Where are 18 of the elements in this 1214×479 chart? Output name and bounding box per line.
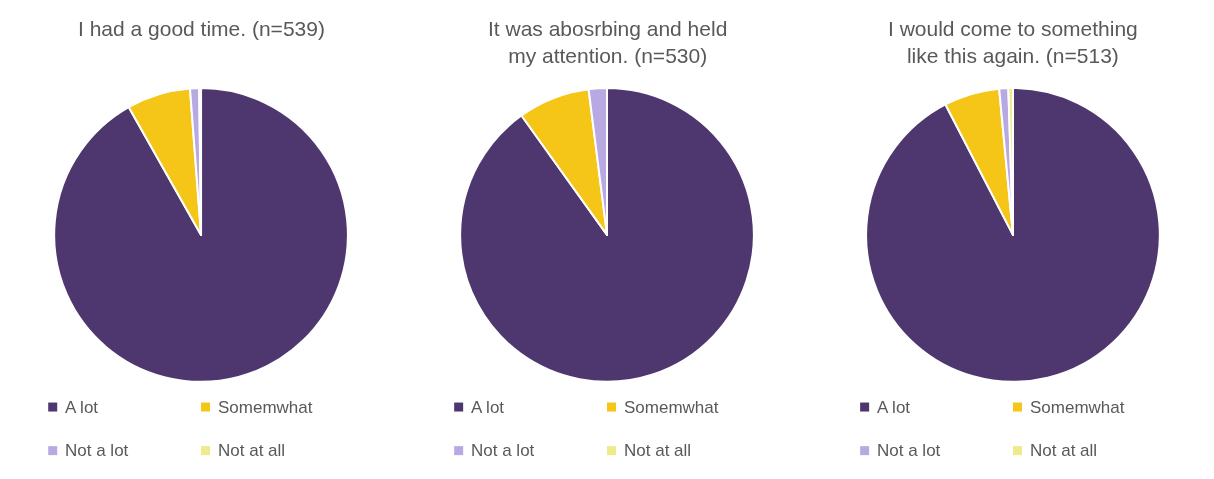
legend-label: Not at all (624, 441, 692, 460)
pie-slice (865, 87, 1161, 383)
legend-label: Not a lot (65, 441, 129, 460)
legend-label: A lot (471, 398, 505, 417)
legend-label: Not a lot (877, 441, 941, 460)
legend-label: Not at all (1030, 441, 1098, 460)
legend-label: Somemwhat (1030, 398, 1125, 417)
legend-label: A lot (65, 398, 99, 417)
pie-slice (53, 87, 349, 383)
chart-title: I would come to something like this again. (n=513) (888, 17, 1138, 68)
legend-label: Not a lot (471, 441, 535, 460)
legend-label: A lot (877, 398, 911, 417)
legend-label: Not at all (218, 441, 286, 460)
pie-slice (459, 87, 755, 383)
legend-label: Somemwhat (218, 398, 313, 417)
chart-title: I had a good time. (n=539) (78, 17, 325, 40)
legend-label: Somemwhat (624, 398, 719, 417)
chart-title: It was abosrbing and held my attention. (n=530) (488, 17, 728, 68)
